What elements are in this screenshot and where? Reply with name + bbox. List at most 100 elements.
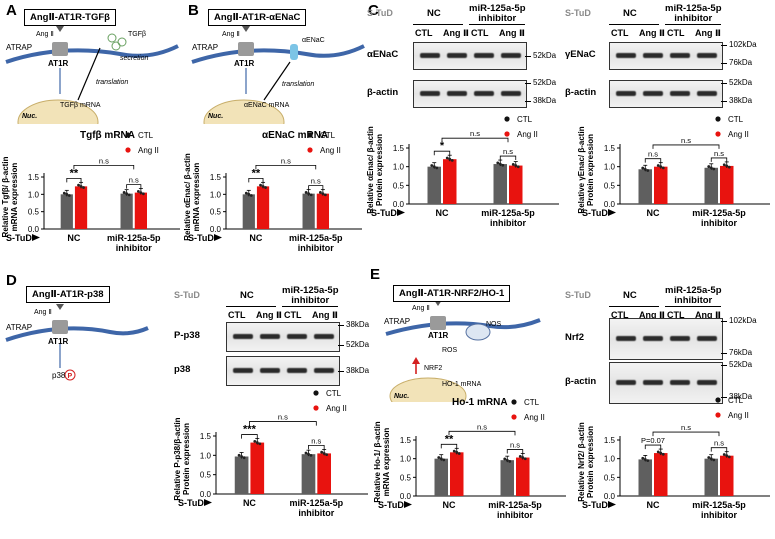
kda-marker: 102kDa	[729, 316, 757, 325]
x-category-label: miR-125a-5p inhibitor	[107, 233, 161, 253]
data-point	[237, 453, 241, 457]
kda-marker: 38kDa	[533, 96, 557, 105]
data-point	[498, 162, 502, 166]
blot-band	[697, 53, 717, 58]
sig-bracket-nc-label: P=0.07	[641, 436, 665, 445]
data-point	[320, 450, 324, 454]
blot-band	[447, 53, 467, 58]
bar-ang-ii-nc	[74, 186, 88, 229]
play-arrow-icon	[204, 499, 212, 506]
data-point	[249, 194, 253, 197]
data-point	[430, 164, 434, 167]
x-category-label: NC	[67, 233, 80, 243]
data-point	[258, 442, 262, 446]
kda-marker: 38kDa	[346, 320, 370, 329]
bar-ctl-mir	[120, 193, 133, 229]
blot-band	[260, 334, 280, 339]
y-tick-label: 0.5	[200, 471, 212, 480]
sig-bracket-nc	[644, 444, 662, 450]
kda-marker: 76kDa	[729, 348, 753, 357]
sig-bracket-outer	[652, 144, 720, 149]
diagram-b-target: αENaC	[302, 37, 325, 44]
play-arrow-icon	[404, 501, 412, 508]
legend-label: CTL	[524, 398, 540, 407]
diagram-e-ros: ROS	[442, 347, 458, 354]
panel-letter-e: E	[370, 266, 381, 283]
lane-label: CTL	[228, 310, 246, 320]
data-point	[511, 162, 515, 166]
kda-marker: 52kDa	[346, 340, 370, 349]
sig-bracket-outer	[249, 421, 317, 426]
data-point	[65, 192, 69, 196]
lane-label: CTL	[415, 28, 433, 38]
blot-band	[501, 53, 521, 58]
kda-tick	[338, 325, 344, 326]
x-category-label: miR-125a-5p inhibitor	[692, 500, 746, 520]
blot-band	[287, 334, 307, 339]
tgfb-dot-icon	[117, 37, 127, 47]
blot-membrane	[413, 42, 527, 70]
sig-bracket-mir	[308, 185, 324, 190]
legend-marker	[511, 399, 517, 405]
data-point	[242, 456, 246, 460]
sig-bracket-outer	[652, 431, 720, 437]
blot-group-mir: miR-125a-5p inhibitor	[282, 285, 339, 306]
blot-stud-label: S-TuD	[565, 290, 591, 300]
ang-ii-ligand-icon	[56, 26, 64, 32]
y-tick-label: 1.5	[28, 173, 40, 182]
blot-band	[697, 91, 717, 96]
kda-marker: 38kDa	[729, 392, 753, 401]
bar-ctl-mir	[301, 454, 316, 494]
data-point	[641, 456, 645, 460]
legend-label: CTL	[138, 131, 154, 140]
kda-marker: 52kDa	[729, 360, 753, 369]
play-arrow-icon	[214, 234, 222, 241]
sig-bracket-mir	[499, 155, 517, 161]
group-underline	[226, 306, 276, 307]
blot-group-mir: miR-125a-5p inhibitor	[665, 285, 722, 306]
at1r-receptor-icon	[52, 42, 68, 56]
bar-ctl-nc	[638, 459, 652, 496]
diagram-e-nos: NOS	[486, 321, 502, 328]
data-point	[501, 163, 505, 167]
bar-ctl-nc	[234, 456, 249, 494]
y-tick-label: 1.0	[28, 190, 40, 199]
bar-ang-ii-nc	[250, 442, 265, 494]
y-tick-label: 0.5	[604, 473, 616, 482]
ang-ii-ligand-icon	[242, 26, 250, 32]
legend-marker	[511, 414, 517, 420]
title-box-e: AngⅡ-AT1R-NRF2/HO-1	[393, 285, 511, 302]
blot-group-mir: miR-125a-5p inhibitor	[665, 3, 722, 24]
kda-tick	[721, 365, 727, 366]
legend-marker	[313, 405, 319, 411]
y-tick-label: 1.5	[200, 432, 212, 441]
diagram-e-nuc: Nuc.	[394, 393, 409, 400]
data-point	[442, 458, 446, 462]
kda-tick	[721, 83, 727, 84]
y-tick-label: 0.0	[604, 492, 616, 501]
western-blot-d-p38: S-TuD NC miR-125a-5p inhibitor CTL Ang Ⅱ CTL An…	[168, 282, 378, 387]
legend-label: Ang II	[326, 404, 347, 413]
blot-stud-label: S-TuD	[174, 290, 200, 300]
data-point	[307, 192, 311, 196]
blot-group-nc: NC	[240, 290, 254, 301]
bar-ang-ii-nc	[443, 159, 457, 204]
legend-label: CTL	[728, 396, 744, 405]
data-point	[309, 193, 313, 197]
data-point	[659, 451, 663, 455]
data-point	[709, 457, 713, 461]
group-underline	[469, 24, 525, 25]
legend-label: CTL	[517, 115, 533, 124]
legend-marker	[125, 132, 131, 138]
bar-ctl-nc	[427, 166, 441, 204]
bar-ctl-nc	[434, 458, 448, 496]
y-tick-label: 0.0	[400, 492, 412, 501]
diagram-a-ang: Ang Ⅱ	[36, 31, 54, 38]
kda-tick	[525, 101, 531, 102]
title-box-a: AngⅡ-AT1R-TGFβ	[24, 9, 116, 26]
at1r-receptor-icon	[430, 316, 446, 330]
panel-letter-c: C	[368, 2, 379, 19]
blot-band	[670, 380, 690, 385]
y-tick-label: 1.5	[210, 173, 222, 182]
sig-bracket-outer-label: n.s	[470, 129, 480, 138]
